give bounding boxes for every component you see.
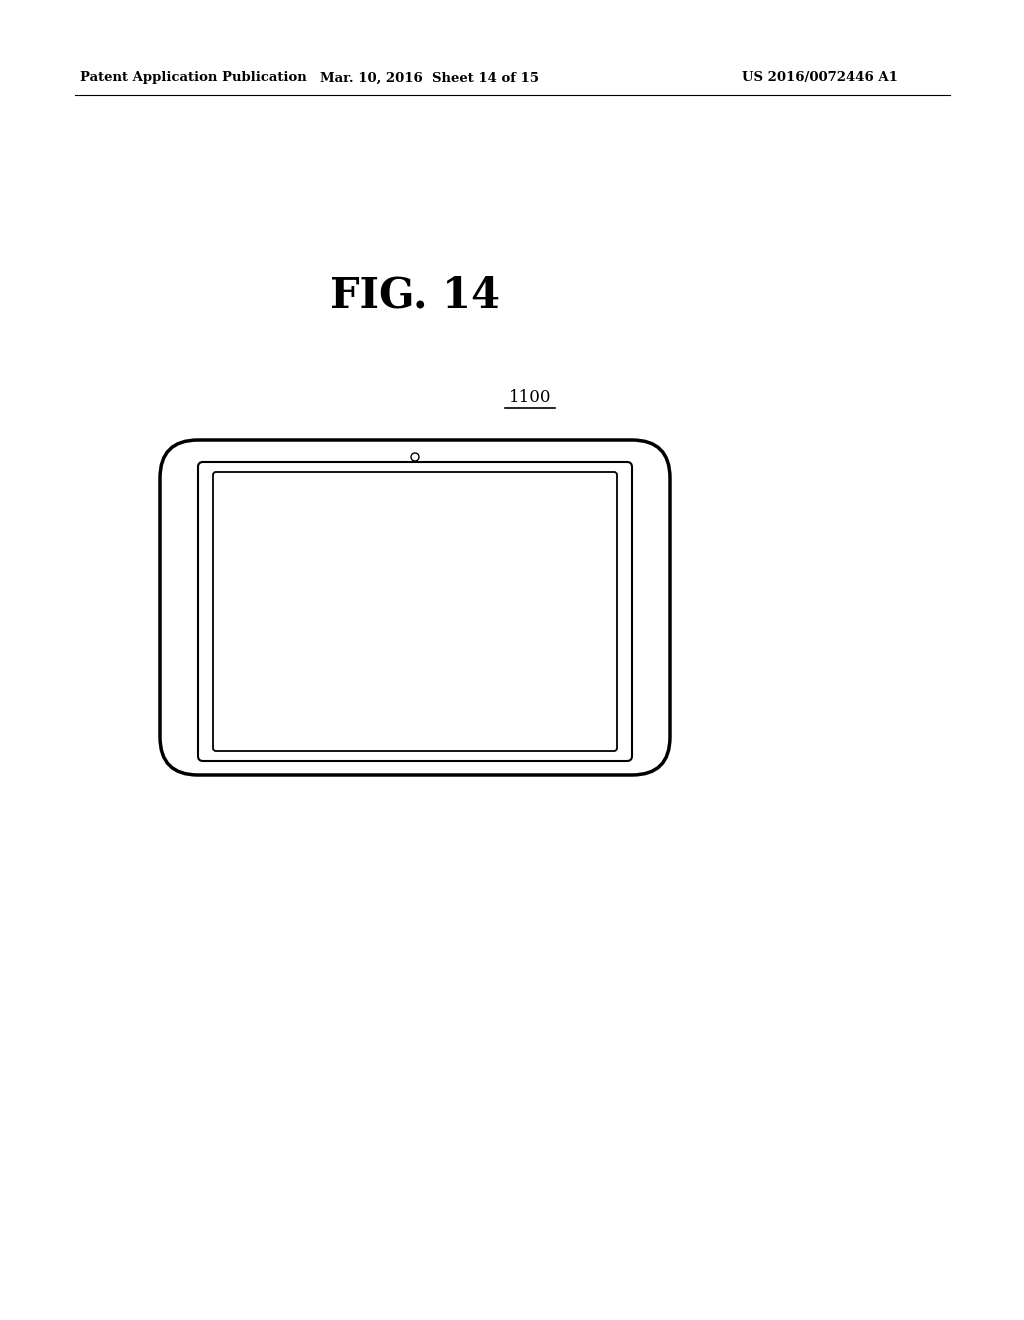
Text: Mar. 10, 2016  Sheet 14 of 15: Mar. 10, 2016 Sheet 14 of 15 (321, 71, 540, 84)
Text: 1100: 1100 (509, 389, 551, 407)
Text: US 2016/0072446 A1: US 2016/0072446 A1 (742, 71, 898, 84)
Text: FIG. 14: FIG. 14 (330, 275, 500, 315)
FancyBboxPatch shape (160, 440, 670, 775)
FancyBboxPatch shape (213, 473, 617, 751)
FancyBboxPatch shape (198, 462, 632, 762)
Circle shape (411, 453, 419, 461)
Text: Patent Application Publication: Patent Application Publication (80, 71, 307, 84)
